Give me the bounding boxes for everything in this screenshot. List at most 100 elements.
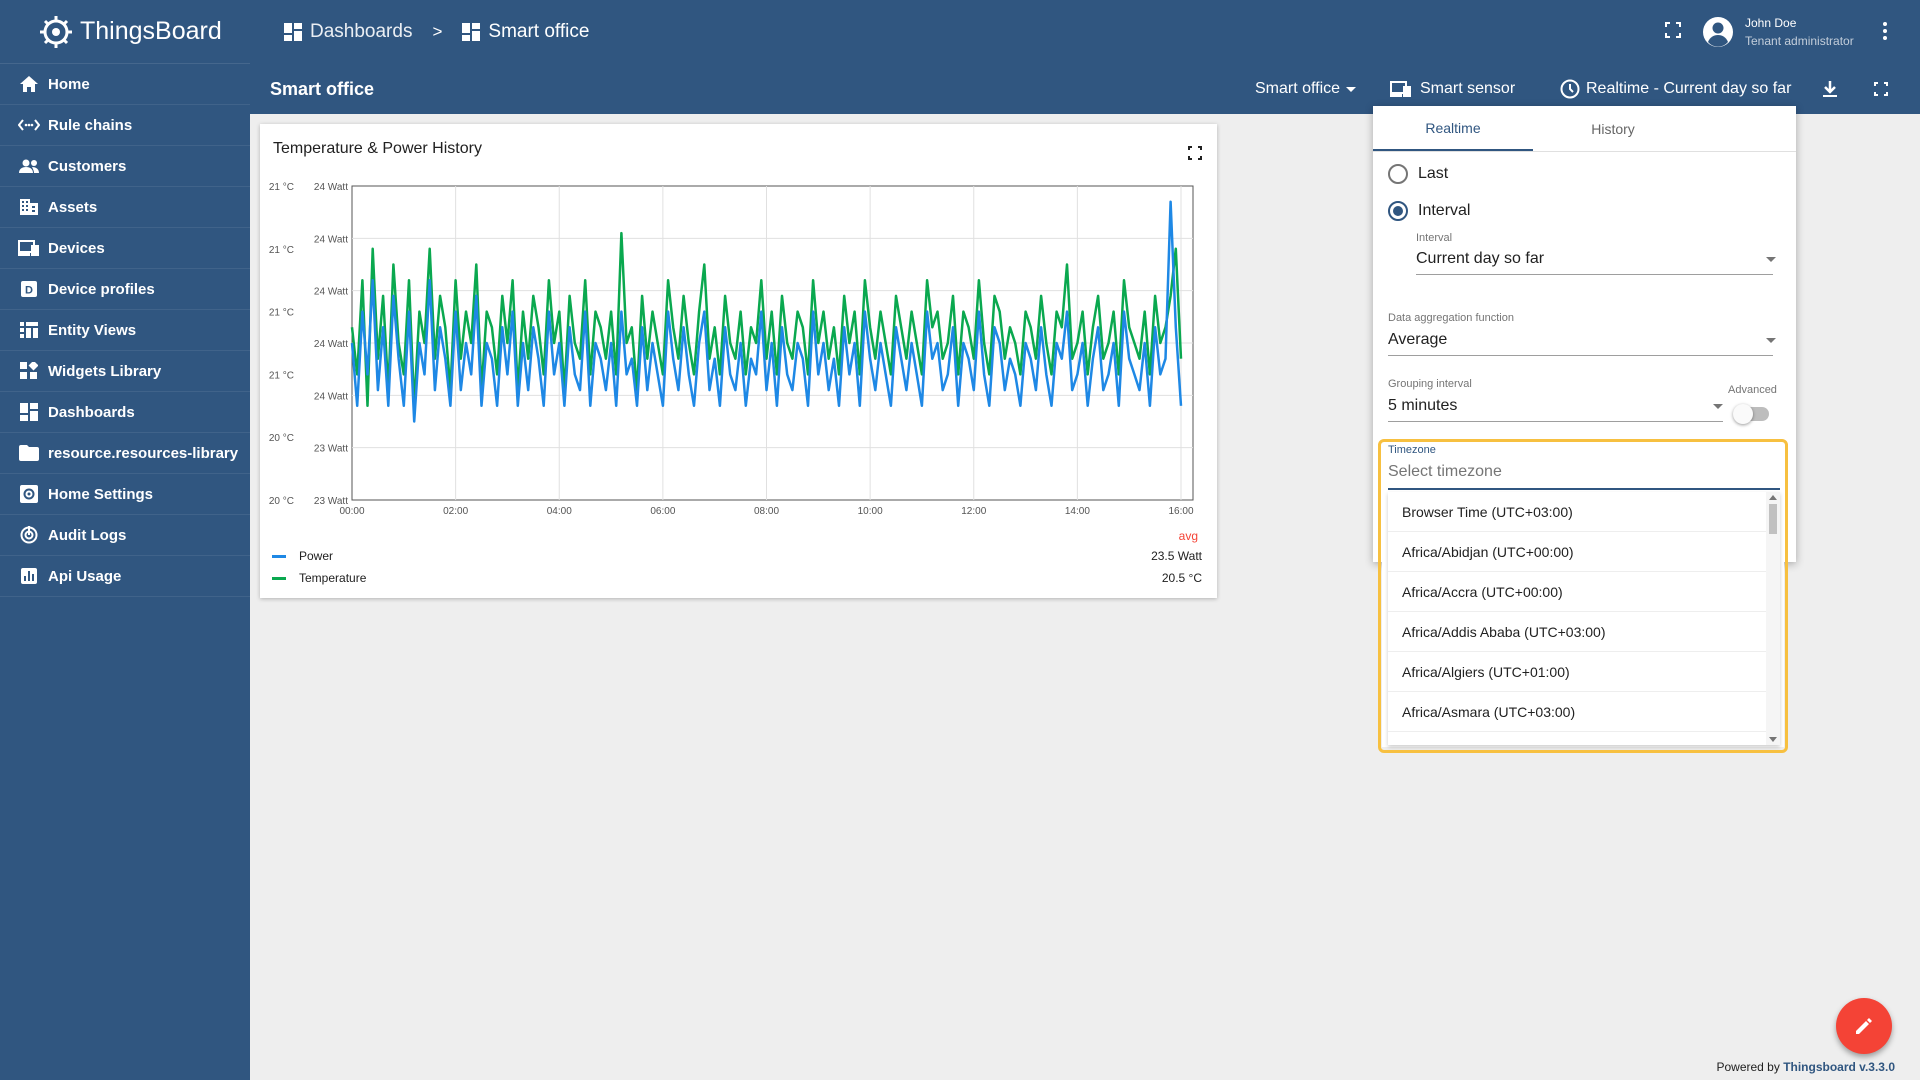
y-right-tick-label: 24 Watt [314,182,348,193]
series-line-power [350,200,1183,423]
x-tick-label: 12:00 [961,506,986,517]
clock-icon [1560,79,1580,99]
x-tick-label: 08:00 [754,506,779,517]
field-underline [1416,274,1773,275]
timezone-dropdown: Browser Time (UTC+03:00) Africa/Abidjan … [1388,492,1780,745]
radio-circle-checked [1388,201,1408,221]
y-left-tick-label: 20 °C [269,433,294,444]
customers-icon [18,156,40,176]
sidebar-item-label: Home [48,75,90,93]
field-underline [1388,421,1723,422]
timezone-option[interactable]: Africa/Accra (UTC+00:00) [1388,572,1766,612]
sidebar-item-devices[interactable]: Devices [0,228,250,269]
download-icon[interactable] [1822,64,1838,114]
version-link[interactable]: Thingsboard v.3.3.0 [1783,1060,1895,1074]
legend-header: avg [1178,529,1198,543]
entity-alias-button[interactable]: Smart sensor [1390,64,1515,114]
sidebar-item-rule-chains[interactable]: Rule chains [0,105,250,146]
tab-history[interactable]: History [1591,120,1635,137]
audit-icon [18,525,40,545]
powered-by-label: Powered by [1716,1060,1780,1074]
sidebar-item-label: Dashboards [48,403,135,421]
timezone-option[interactable]: Africa/Addis Ababa (UTC+03:00) [1388,612,1766,652]
sidebar-item-entity-views[interactable]: Entity Views [0,310,250,351]
user-name: John Doe [1745,16,1797,30]
edit-dashboard-button[interactable] [1836,998,1892,1054]
field-underline-focused [1388,488,1780,490]
series-line-temperature [350,231,1183,408]
timewindow-tabs: Realtime History [1373,106,1796,152]
timewindow-label: Realtime - Current day so far [1586,80,1792,97]
sidebar-item-label: Audit Logs [48,526,127,544]
legend-item-power[interactable]: Power 23.5 Watt [272,549,1202,565]
sidebar-item-customers[interactable]: Customers [0,146,250,187]
dashboard-toolbar: Smart office Smart office Smart sensor R… [250,64,1920,114]
advanced-toggle[interactable] [1733,404,1769,424]
y-left-tick-label: 21 °C [269,245,294,256]
sidebar-item-label: Device profiles [48,280,155,298]
device-profile-icon: D [18,279,40,299]
state-selector[interactable]: Smart office [1255,64,1357,114]
timezone-option[interactable]: Africa/Asmara (UTC+03:00) [1388,692,1766,732]
interval-field-label: Interval [1416,232,1453,244]
field-underline [1388,355,1773,356]
y-right-tick-label: 23 Watt [314,496,348,507]
fullscreen-icon[interactable] [1874,64,1888,114]
legend-label: Power [299,549,334,563]
x-tick-label: 04:00 [547,506,572,517]
app-logo[interactable]: ThingsBoard [0,0,250,64]
fullscreen-icon[interactable] [1665,22,1681,43]
timezone-input[interactable] [1388,461,1780,483]
widget-fullscreen-icon[interactable] [1188,146,1202,165]
x-tick-label: 10:00 [858,506,883,517]
radio-last[interactable]: Last [1388,164,1448,184]
timezone-option[interactable]: Africa/Asmera (UTC+03:00) [1388,732,1766,746]
sidebar-item-audit-logs[interactable]: Audit Logs [0,515,250,556]
sidebar-item-widgets-library[interactable]: Widgets Library [0,351,250,392]
thingsboard-logo-icon [40,15,72,48]
sidebar-item-label: Api Usage [48,567,122,585]
y-right-tick-label: 24 Watt [314,339,348,350]
sidebar-item-api-usage[interactable]: Api Usage [0,556,250,597]
widgets-icon [18,361,40,381]
toggle-thumb [1733,404,1753,424]
y-right-tick-label: 23 Watt [314,444,348,455]
scroll-down-icon[interactable] [1769,737,1777,742]
sidebar-item-device-profiles[interactable]: D Device profiles [0,269,250,310]
arrow-drop-down-icon [1766,257,1776,262]
radio-label: Interval [1418,202,1471,219]
grouping-interval-select[interactable]: 5 minutes [1388,397,1458,414]
x-tick-label: 00:00 [339,506,364,517]
timezone-option[interactable]: Browser Time (UTC+03:00) [1388,492,1766,532]
dropdown-scrollbar[interactable] [1766,492,1780,745]
scrollbar-thumb[interactable] [1769,504,1777,534]
arrow-drop-down-icon [1346,86,1357,92]
sidebar-item-home[interactable]: Home [0,64,250,105]
user-info[interactable]: John Doe Tenant administrator [1745,14,1854,50]
aggregation-select[interactable]: Average [1388,331,1448,348]
timewindow-button[interactable]: Realtime - Current day so far [1560,64,1791,114]
breadcrumb-dashboards[interactable]: Dashboards [284,21,412,43]
powered-by: Powered by Thingsboard v.3.3.0 [1716,1060,1895,1074]
sidebar: ThingsBoard Home Rule chains Customers A… [0,0,250,1080]
scroll-up-icon[interactable] [1769,495,1777,500]
radio-interval[interactable]: Interval [1388,201,1470,221]
timezone-option[interactable]: Africa/Algiers (UTC+01:00) [1388,652,1766,692]
interval-select[interactable]: Current day so far [1416,250,1545,267]
grouping-field-label: Grouping interval [1388,378,1472,390]
legend-value: 23.5 Watt [1151,549,1202,563]
timezone-option[interactable]: Africa/Abidjan (UTC+00:00) [1388,532,1766,572]
sidebar-item-resources-library[interactable]: resource.resources-library [0,433,250,474]
more-vert-icon[interactable] [1882,22,1888,45]
timezone-field: Timezone Browser Time (UTC+03:00) Africa… [1382,441,1784,747]
y-right-tick-label: 24 Watt [314,287,348,298]
tab-realtime[interactable]: Realtime [1373,106,1533,151]
avatar[interactable] [1702,16,1734,53]
sidebar-item-home-settings[interactable]: Home Settings [0,474,250,515]
legend-item-temperature[interactable]: Temperature 20.5 °C [272,571,1202,587]
user-role: Tenant administrator [1745,34,1854,48]
widget-title: Temperature & Power History [273,140,482,157]
sidebar-item-assets[interactable]: Assets [0,187,250,228]
sidebar-item-dashboards[interactable]: Dashboards [0,392,250,433]
x-tick-label: 14:00 [1065,506,1090,517]
